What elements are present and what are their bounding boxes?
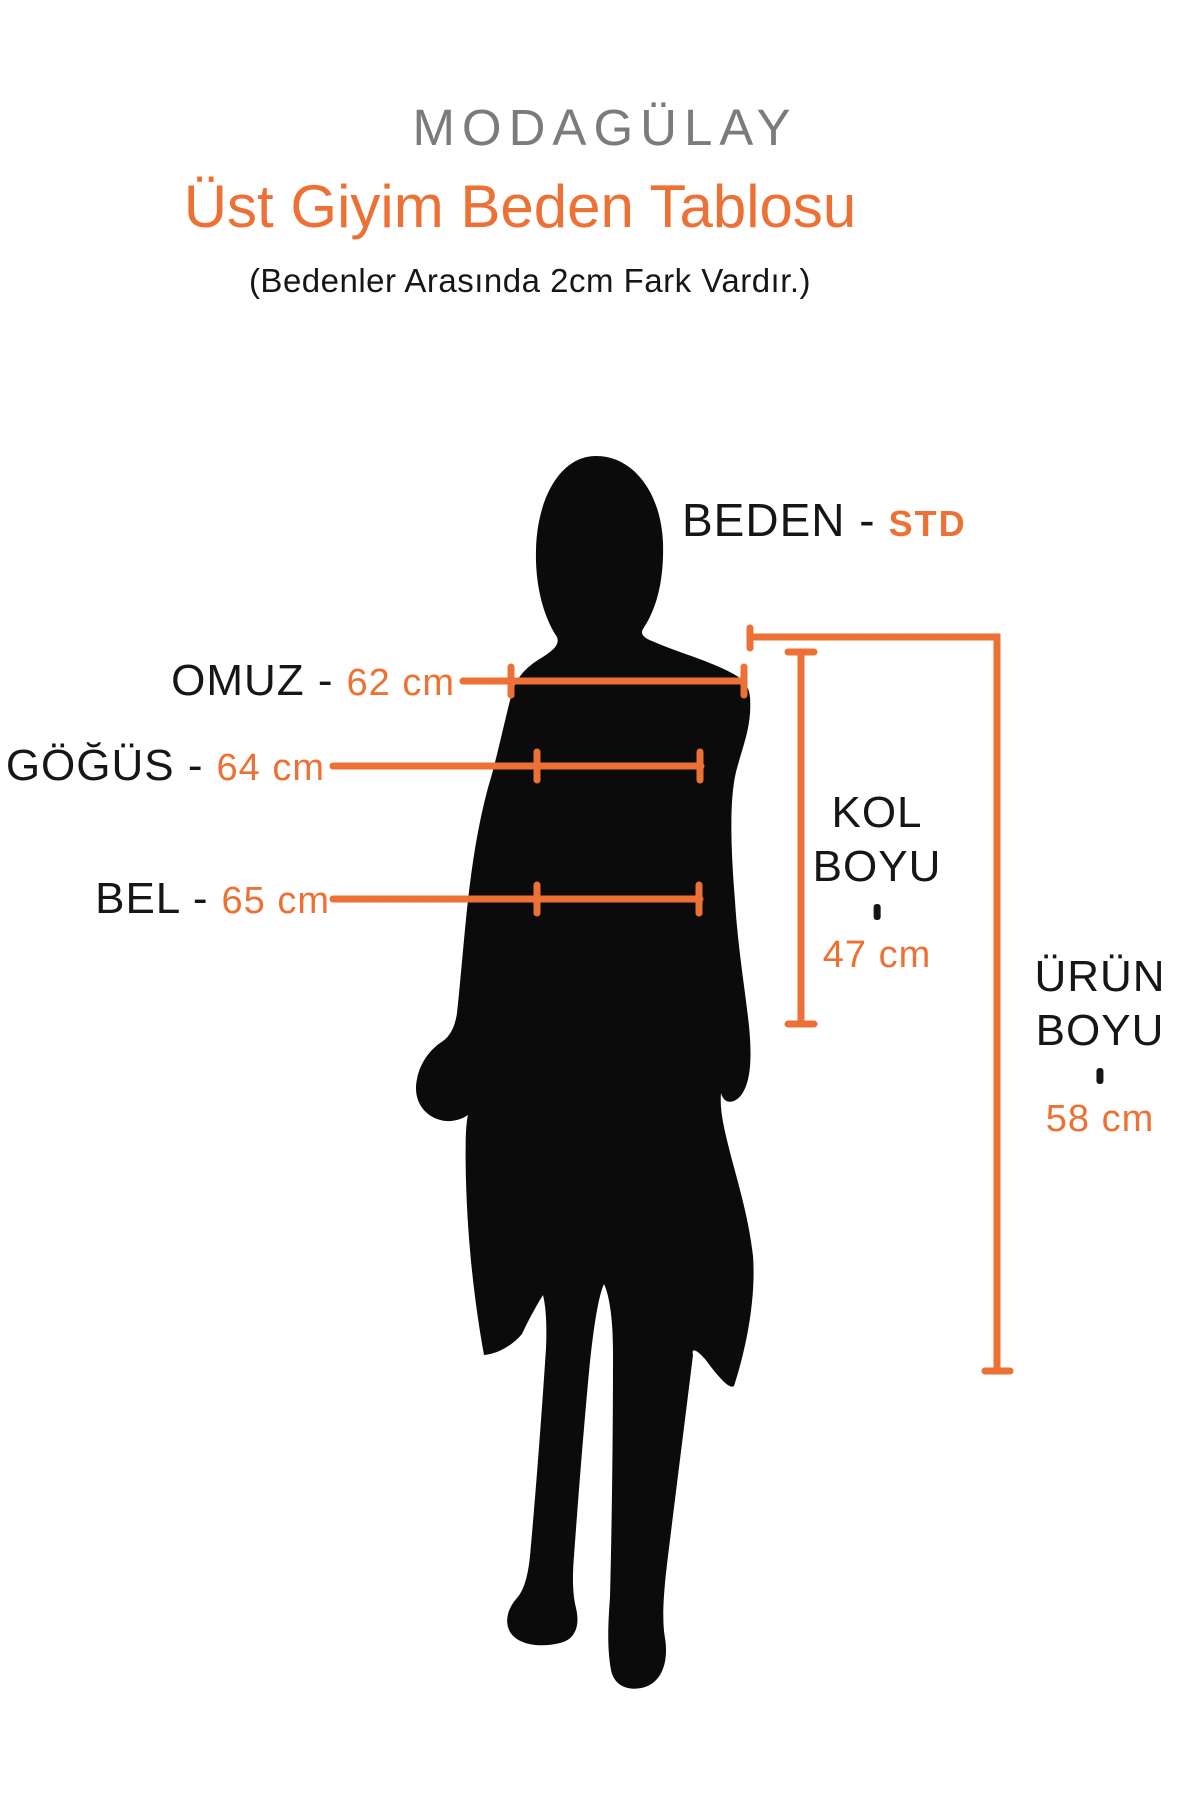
urun-boyu-measure-line: [746, 624, 1014, 1375]
size-label: BEDEN -: [682, 494, 876, 546]
bel-value: 65 cm: [221, 880, 330, 922]
urun-boyu-label-line2: BOYU: [1035, 1006, 1165, 1055]
urun-boyu-label-line1: ÜRÜN: [1034, 952, 1166, 1001]
bel-row: BEL - 65 cm: [95, 874, 330, 924]
kol-boyu-label-line2: BOYU: [812, 842, 942, 891]
page-title: Üst Giyim Beden Tablosu: [183, 173, 857, 240]
kol-boyu-value: 47 cm: [822, 934, 932, 976]
page-subtitle: (Bedenler Arasında 2cm Fark Vardır.): [248, 262, 812, 299]
urun-boyu-block: ÜRÜN BOYU 58 cm: [1034, 950, 1165, 1142]
omuz-value: 62 cm: [346, 662, 455, 704]
gogus-label: GÖĞÜS -: [5, 741, 204, 790]
bel-label: BEL -: [95, 874, 209, 923]
urun-boyu-value: 58 cm: [1045, 1098, 1155, 1140]
brand-logo: MODAGÜLAY: [412, 99, 798, 156]
gogus-value: 64 cm: [216, 747, 325, 789]
gogus-row: GÖĞÜS - 64 cm: [6, 741, 325, 791]
omuz-measure-line: [459, 663, 748, 699]
gogus-measure-line: [329, 748, 705, 784]
omuz-label: OMUZ -: [171, 656, 334, 705]
kol-boyu-block: KOL BOYU 47 cm: [813, 786, 942, 978]
bel-measure-line: [329, 881, 704, 917]
size-row: BEDEN - STD: [682, 493, 967, 547]
kol-boyu-measure-line: [784, 648, 818, 1028]
figure-silhouette: [415, 456, 754, 1689]
kol-boyu-label-line1: KOL: [831, 788, 923, 837]
urun-boyu-tick-divider: [1096, 1068, 1104, 1084]
kol-boyu-tick-divider: [873, 904, 881, 920]
omuz-row: OMUZ - 62 cm: [171, 656, 455, 706]
size-value: STD: [888, 503, 967, 544]
